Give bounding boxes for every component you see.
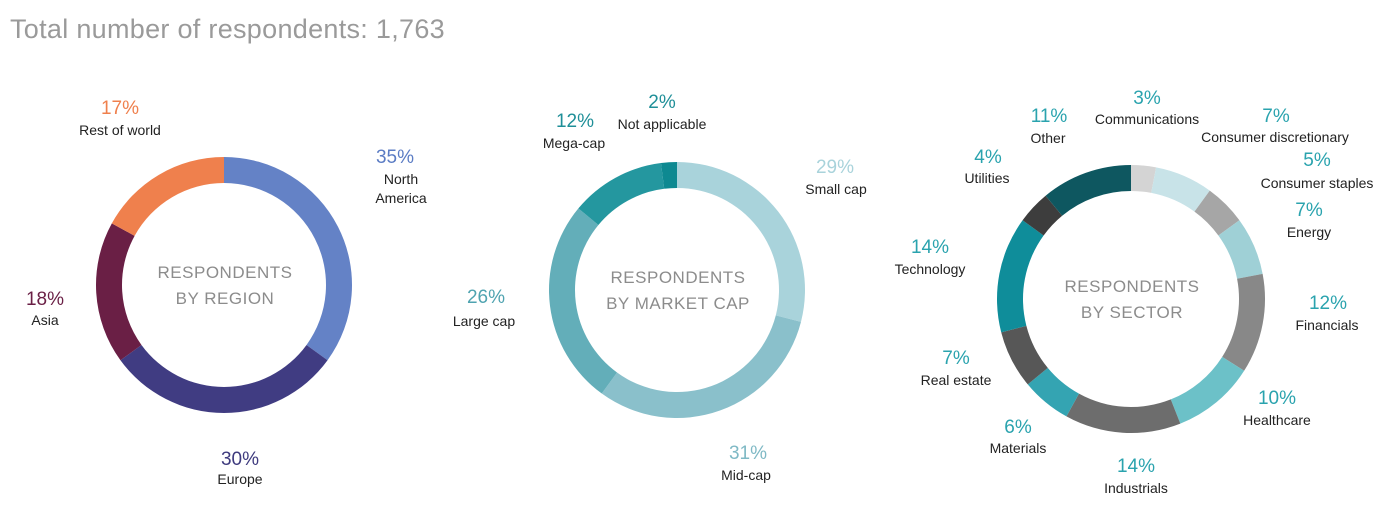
value-label-other: 11%	[1031, 106, 1068, 127]
slice-small-cap	[677, 162, 805, 322]
slice-industrials	[1066, 393, 1181, 433]
category-label-communications: Communications	[1095, 111, 1199, 127]
category-label-consumer-discretionary: Consumer discretionary	[1201, 129, 1349, 145]
slice-technology	[997, 220, 1044, 333]
category-label-europe: Europe	[217, 471, 262, 487]
donut-center-label: RESPONDENTS	[158, 263, 293, 282]
slice-rest-of-world	[111, 157, 224, 236]
category-label-energy: Energy	[1287, 224, 1331, 240]
value-label-not-applicable: 2%	[648, 92, 676, 113]
slice-not-applicable	[660, 162, 677, 189]
category-label-mega-cap: Mega-cap	[543, 135, 605, 151]
value-label-real-estate: 7%	[942, 348, 970, 369]
donut-center-label: BY MARKET CAP	[606, 294, 750, 313]
category-label-utilities: Utilities	[964, 170, 1009, 186]
category-label-asia: Asia	[31, 312, 58, 328]
category-label-not-applicable: Not applicable	[618, 116, 707, 132]
category-label-healthcare: Healthcare	[1243, 412, 1311, 428]
slice-financials	[1222, 273, 1265, 371]
slice-other	[1045, 165, 1131, 216]
slice-healthcare	[1170, 356, 1245, 424]
page-title: Total number of respondents: 1,763	[10, 14, 445, 44]
value-label-financials: 12%	[1309, 293, 1347, 314]
category-label-financials: Financials	[1295, 317, 1358, 333]
slice-north-america	[224, 157, 352, 361]
value-label-asia: 18%	[26, 289, 64, 310]
slice-real-estate	[1001, 325, 1048, 385]
category-label-north-america: North	[384, 171, 418, 187]
value-label-large-cap: 26%	[467, 287, 505, 308]
value-label-communications: 3%	[1133, 88, 1161, 109]
slice-utilities	[1022, 195, 1063, 236]
category-label-technology: Technology	[895, 261, 966, 277]
value-label-utilities: 4%	[974, 147, 1002, 168]
value-label-small-cap: 29%	[816, 157, 854, 178]
category-label-small-cap: Small cap	[805, 181, 867, 197]
category-label-real-estate: Real estate	[921, 372, 992, 388]
slice-europe	[120, 344, 328, 413]
value-label-technology: 14%	[911, 237, 949, 258]
category-label-large-cap: Large cap	[453, 313, 515, 329]
slice-consumer-discretionary	[1151, 167, 1210, 212]
slice-energy	[1218, 220, 1263, 279]
category-label-other: Other	[1030, 130, 1065, 146]
value-label-materials: 6%	[1004, 417, 1032, 438]
slice-mega-cap	[578, 163, 665, 225]
slice-large-cap	[549, 208, 618, 394]
donut-center-label: RESPONDENTS	[1065, 277, 1200, 296]
category-label-industrials: Industrials	[1104, 480, 1168, 496]
category-label-north-america: America	[375, 190, 427, 206]
value-label-europe: 30%	[221, 449, 259, 470]
donut-center-label: BY REGION	[176, 289, 275, 308]
slice-communications	[1131, 165, 1157, 193]
value-label-energy: 7%	[1295, 200, 1323, 221]
slice-materials	[1027, 367, 1079, 417]
value-label-consumer-staples: 5%	[1303, 150, 1331, 171]
value-label-consumer-discretionary: 7%	[1262, 106, 1290, 127]
value-label-mid-cap: 31%	[729, 443, 767, 464]
slice-mid-cap	[601, 315, 801, 418]
category-label-materials: Materials	[990, 440, 1047, 456]
slice-consumer-staples	[1194, 190, 1240, 236]
category-label-consumer-staples: Consumer staples	[1261, 175, 1374, 191]
value-label-rest-of-world: 17%	[101, 98, 139, 119]
donut-center-label: BY SECTOR	[1081, 303, 1183, 322]
category-label-mid-cap: Mid-cap	[721, 467, 771, 483]
value-label-industrials: 14%	[1117, 456, 1155, 477]
slice-asia	[96, 223, 142, 361]
value-label-mega-cap: 12%	[556, 111, 594, 132]
category-label-rest-of-world: Rest of world	[79, 122, 161, 138]
value-label-healthcare: 10%	[1258, 388, 1296, 409]
donut-center-label: RESPONDENTS	[611, 268, 746, 287]
value-label-north-america: 35%	[376, 147, 414, 168]
